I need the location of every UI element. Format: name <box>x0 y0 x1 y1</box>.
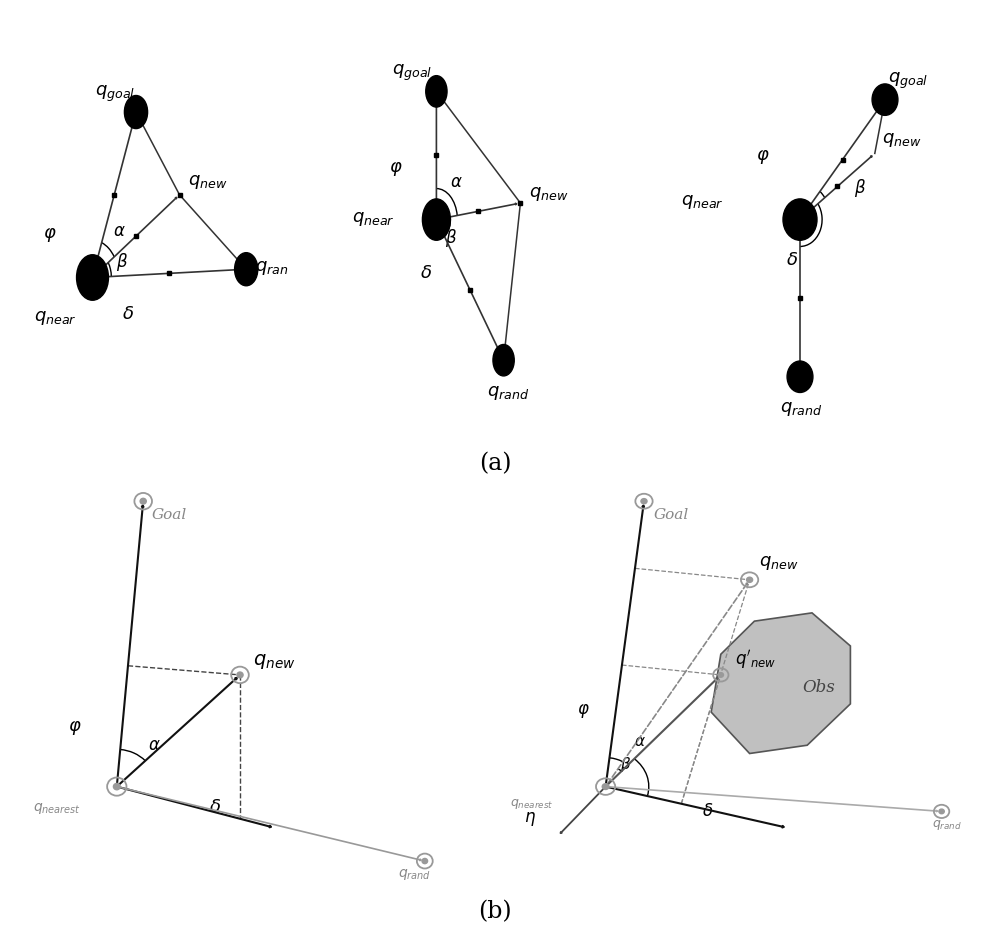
Circle shape <box>113 783 120 790</box>
Text: $\alpha$: $\alpha$ <box>148 737 160 754</box>
Text: Goal: Goal <box>654 508 689 522</box>
Text: $q_{goal}$: $q_{goal}$ <box>888 71 929 91</box>
Text: $\beta$: $\beta$ <box>116 251 128 274</box>
Text: (b): (b) <box>478 901 512 923</box>
Text: $\delta$: $\delta$ <box>786 251 799 269</box>
Text: $\alpha$: $\alpha$ <box>113 224 126 241</box>
Text: $q_{goal}$: $q_{goal}$ <box>95 84 136 103</box>
Circle shape <box>641 498 647 504</box>
Circle shape <box>939 809 944 814</box>
Text: $q_{rand}$: $q_{rand}$ <box>487 384 529 401</box>
Text: $\delta$: $\delta$ <box>420 263 432 282</box>
Text: $\delta$: $\delta$ <box>702 803 713 820</box>
Circle shape <box>422 199 450 241</box>
Circle shape <box>747 577 753 583</box>
Circle shape <box>718 673 723 677</box>
Text: $\varphi$: $\varphi$ <box>68 719 82 737</box>
Circle shape <box>237 672 243 678</box>
Circle shape <box>422 858 428 864</box>
Text: $\beta$: $\beta$ <box>445 227 457 248</box>
Text: $q_{new}$: $q_{new}$ <box>882 132 921 149</box>
Text: $q_{goal}$: $q_{goal}$ <box>392 63 432 83</box>
Circle shape <box>77 255 108 300</box>
Circle shape <box>493 344 514 376</box>
Text: $q_{new}$: $q_{new}$ <box>253 651 296 671</box>
Text: $q_{rand}$: $q_{rand}$ <box>932 818 962 832</box>
Circle shape <box>235 253 258 286</box>
Text: $q_{ran}$: $q_{ran}$ <box>255 259 288 277</box>
Text: Obs: Obs <box>802 679 835 696</box>
Text: $\alpha$: $\alpha$ <box>634 735 646 749</box>
Text: $\varphi$: $\varphi$ <box>389 160 402 179</box>
Text: $q_{nearest}$: $q_{nearest}$ <box>510 797 553 811</box>
Text: $\delta$: $\delta$ <box>122 305 134 323</box>
Text: $q_{new}$: $q_{new}$ <box>759 554 799 572</box>
Circle shape <box>140 498 146 504</box>
Text: $\alpha$: $\alpha$ <box>450 174 463 191</box>
Text: Goal: Goal <box>152 508 187 522</box>
Text: $q_{near}$: $q_{near}$ <box>34 309 77 327</box>
Text: $q_{rand}$: $q_{rand}$ <box>780 400 822 418</box>
Text: $q_{nearest}$: $q_{nearest}$ <box>33 801 81 816</box>
Text: $q'_{new}$: $q'_{new}$ <box>735 648 777 671</box>
Text: $q_{near}$: $q_{near}$ <box>681 194 724 212</box>
Text: $q_{near}$: $q_{near}$ <box>352 210 395 227</box>
Text: $\varphi$: $\varphi$ <box>577 702 590 720</box>
Circle shape <box>787 361 813 393</box>
Text: $\eta$: $\eta$ <box>524 810 536 828</box>
Text: $q_{rand}$: $q_{rand}$ <box>398 867 432 882</box>
Text: $\beta$: $\beta$ <box>854 177 867 199</box>
Circle shape <box>124 96 148 129</box>
Circle shape <box>426 75 447 107</box>
Polygon shape <box>711 613 850 754</box>
Text: $\varphi$: $\varphi$ <box>756 148 769 165</box>
Circle shape <box>872 84 898 116</box>
Text: $\beta$: $\beta$ <box>620 755 631 775</box>
Text: $\delta$: $\delta$ <box>209 797 221 816</box>
Circle shape <box>783 199 817 241</box>
Text: (a): (a) <box>479 452 511 475</box>
Text: $q_{new}$: $q_{new}$ <box>188 173 228 191</box>
Circle shape <box>602 784 609 790</box>
Text: $\varphi$: $\varphi$ <box>43 227 57 244</box>
Text: $q_{new}$: $q_{new}$ <box>529 185 568 203</box>
